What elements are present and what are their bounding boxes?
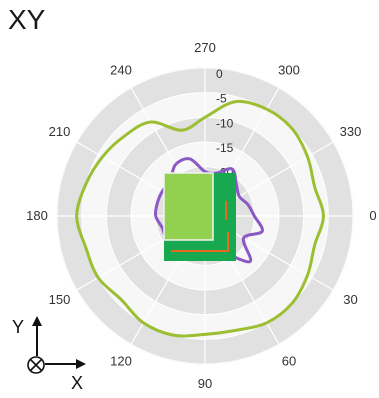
angle-label: 30 xyxy=(343,292,357,307)
x-arrow-head xyxy=(76,359,86,369)
y-arrow-head xyxy=(32,316,42,326)
angle-label: 210 xyxy=(49,124,71,139)
angle-label: 150 xyxy=(49,292,71,307)
pcb-board-icon xyxy=(163,172,236,261)
angle-label: 120 xyxy=(110,353,132,368)
chip-shape xyxy=(163,172,214,241)
axis-indicator: Y X xyxy=(12,316,86,393)
angle-label: 180 xyxy=(26,208,48,223)
plane-title: XY xyxy=(8,4,46,35)
angle-label: 300 xyxy=(278,63,300,78)
angle-label: 0 xyxy=(369,208,376,223)
trace-path xyxy=(171,232,229,252)
angle-label: 60 xyxy=(282,353,296,368)
y-axis-label: Y xyxy=(12,317,24,337)
radial-label: 0 xyxy=(216,67,223,81)
series-line-1 xyxy=(75,99,325,338)
z-cross-line xyxy=(29,358,43,372)
angle-label: 240 xyxy=(110,63,132,78)
angle-label: 90 xyxy=(198,376,212,391)
angle-label: 330 xyxy=(340,124,362,139)
radial-label: -15 xyxy=(216,141,234,155)
radial-label: -5 xyxy=(216,92,227,106)
angle-labels: 0 30 60 90 120 150 180 210 240 270 300 330 xyxy=(26,40,376,391)
radial-label: -10 xyxy=(216,116,234,130)
x-axis-label: X xyxy=(71,373,83,393)
angle-label: 270 xyxy=(194,40,216,55)
